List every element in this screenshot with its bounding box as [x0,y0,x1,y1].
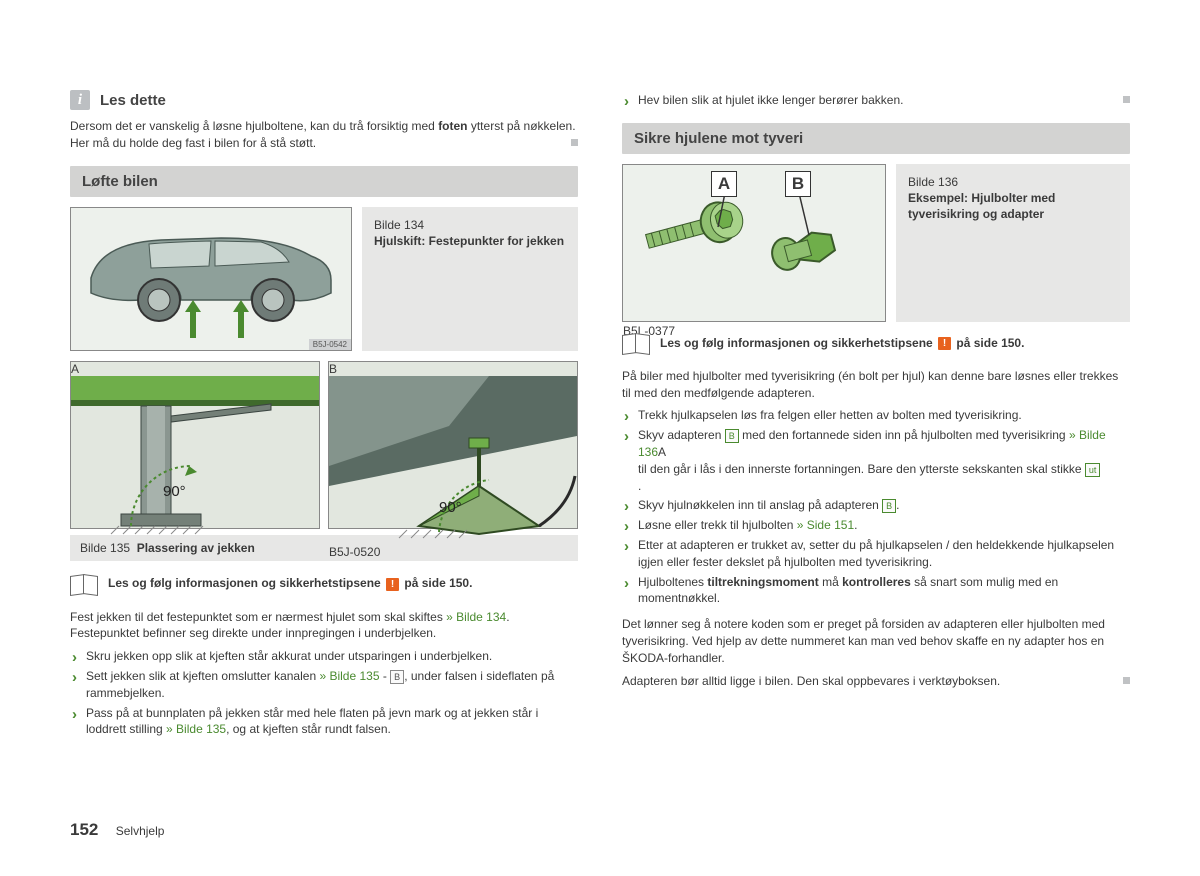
right-list: Trekk hjulkapselen løs fra felgen eller … [622,407,1130,607]
info-heading: i Les dette [70,90,578,110]
info-title: Les dette [100,92,166,109]
li2-link: » Bilde 135 [319,669,379,683]
info-icon: i [70,90,90,110]
ri2-d: til den går i lås i den innerste fortann… [638,462,1085,476]
ri6-a: Hjulboltenes [638,575,707,589]
li2-a: Sett jekken slik at kjeften omslutter ka… [86,669,319,683]
left-list: Skru jekken opp slik at kjeften står akk… [70,648,578,738]
figure-136-num: Bilde 136 [908,174,1118,190]
section-sikre-hjulene: Sikre hjulene mot tyveri [622,123,1130,154]
tail2: Adapteren bør alltid ligge i bilen. Den … [622,673,1130,690]
tail1: Det lønner seg å notere koden som er pre… [622,616,1130,666]
li2-b: - [380,669,391,683]
info-foten: foten [438,119,467,133]
figure-134-tag: B5J-0542 [309,339,351,350]
page-number: 152 [70,820,98,839]
li3-b: , og at kjeften står rundt falsen. [226,722,391,736]
safety-note-left: Les og følg informasjonen og sikkerhetst… [70,573,578,595]
tail2-text: Adapteren bør alltid ligge i bilen. Den … [622,674,1000,688]
info-paragraph: Dersom det er vanskelig å løsne hjulbolt… [70,118,578,152]
safety-a: Les og følg informasjonen og sikkerhetst… [108,576,384,590]
figure-135-b: B 90° [328,361,578,529]
car-jack-points-svg [71,208,351,350]
warning-icon: ! [386,578,399,591]
list-item: Løsne eller trekk til hjulbolten » Side … [622,517,1130,534]
ri6-b1: tiltrekningsmoment [707,575,818,589]
section-end-marker [571,139,578,146]
body-a: Fest jekken til det festepunktet som er … [70,610,446,624]
warning-icon: ! [938,337,951,350]
figure-134-text: Hjulskift: Festepunkter for jekken [374,233,566,249]
book-icon [622,332,650,354]
list-item: Skyv adapteren B med den fortannede side… [622,427,1130,494]
right-column: Hev bilen slik at hjulet ikke lenger ber… [622,90,1130,741]
list-item: Pass på at bunnplaten på jekken står med… [70,705,578,739]
safety-note-text: Les og følg informasjonen og sikkerhetst… [108,576,472,590]
figure-135-tag: B5J-0520 [329,545,577,559]
figure-134-image: B5J-0542 [70,207,352,351]
list-item: Etter at adapteren er trukket av, setter… [622,537,1130,571]
page-footer: 152 Selvhjelp [70,820,164,840]
list-item: Skyv hjulnøkkelen inn til anslag på adap… [622,497,1130,514]
ri6-b2: kontrolleres [842,575,911,589]
li3-link: » Bilde 135 [166,722,226,736]
ri4-a: Løsne eller trekk til hjulbolten [638,518,797,532]
safety-rb: på side 150. [953,336,1024,350]
section-end-marker [1123,96,1130,103]
top-item-text: Hev bilen slik at hjulet ikke lenger ber… [638,93,903,107]
ri2-box1: B [725,429,739,443]
right-top-list: Hev bilen slik at hjulet ikke lenger ber… [622,92,1130,109]
list-item: Hjulboltenes tiltrekningsmoment må kontr… [622,574,1130,608]
left-column: i Les dette Dersom det er vanskelig å lø… [70,90,578,741]
ri2-e: . [638,479,641,493]
corner-label-b: B [329,362,577,376]
jack-a-svg: 90° [71,376,319,542]
ri2-b: med den fortannede siden inn på hjulbolt… [739,428,1069,442]
angle-label-b: 90° [439,499,462,516]
ri3-b: . [896,498,899,512]
safety-b: på side 150. [401,576,472,590]
list-item: Sett jekken slik at kjeften omslutter ka… [70,668,578,702]
list-item: Hev bilen slik at hjulet ikke lenger ber… [622,92,1130,109]
figure-134-num: Bilde 134 [374,217,566,233]
ri3-a: Skyv hjulnøkkelen inn til anslag på adap… [638,498,882,512]
ri4-link: » Side 151 [797,518,854,532]
section-end-marker [1123,677,1130,684]
figure-136-image: A B B5L-0377 [622,164,886,322]
corner-label-a: A [71,362,319,376]
ri2-a: Skyv adapteren [638,428,725,442]
ri3-box: B [882,499,896,513]
jack-b-svg: 90° [329,376,577,542]
figure-136-caption: Bilde 136 Eksempel: Hjulbolter med tyver… [896,164,1130,322]
figure-136-block: A B B5L-0377 Bilde 136 Eksempel: Hjulbol… [622,164,1130,322]
info-text-a: Dersom det er vanskelig å løsne hjulbolt… [70,119,438,133]
book-icon [70,573,98,595]
label-b: B [785,171,811,197]
figure-136-text: Eksempel: Hjulbolter med tyverisikring o… [908,190,1118,222]
intro-para: På biler med hjulbolter med tyverisikrin… [622,368,1130,402]
section-lofte-bilen: Løfte bilen [70,166,578,197]
figure-136-tag: B5L-0377 [623,324,885,338]
bolt-svg [623,165,885,321]
li2-box: B [390,670,404,684]
figure-134-caption: Bilde 134 Hjulskift: Festepunkter for je… [362,207,578,351]
body-link: » Bilde 134 [446,610,506,624]
figure-135-pair: A 90° [70,361,578,529]
figure-134-block: B5J-0542 Bilde 134 Hjulskift: Festepunkt… [70,207,578,351]
body-a-para: Fest jekken til det festepunktet som er … [70,609,578,643]
figure-135-a: A 90° [70,361,320,529]
ri6-b: må [819,575,842,589]
ri2-c: A [658,445,666,459]
label-a: A [711,171,737,197]
footer-section: Selvhjelp [116,824,165,838]
ri2-box2: ut [1085,463,1101,477]
list-item: Skru jekken opp slik at kjeften står akk… [70,648,578,665]
list-item: Trekk hjulkapselen løs fra felgen eller … [622,407,1130,424]
ri4-b: . [854,518,857,532]
angle-label-a: 90° [163,483,186,500]
